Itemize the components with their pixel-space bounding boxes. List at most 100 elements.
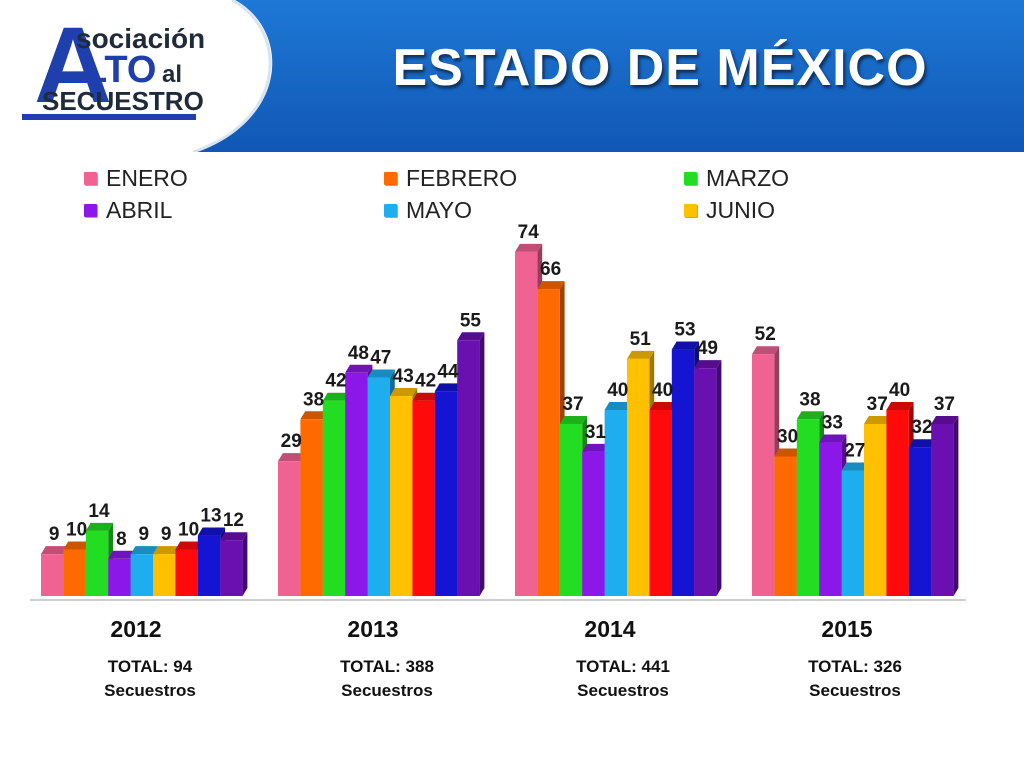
bar-top xyxy=(649,402,677,410)
data-label: 53 xyxy=(674,320,695,341)
data-label: 49 xyxy=(697,338,718,359)
bar-top xyxy=(322,392,350,401)
data-label: 55 xyxy=(460,310,482,331)
bar-top xyxy=(908,439,936,448)
year-label: 2012 xyxy=(110,616,162,642)
header-band: A sociación LTO al SECUESTRO ESTADO DE M… xyxy=(0,0,1024,154)
bar-front xyxy=(774,456,797,596)
logo-underline xyxy=(22,114,196,120)
bar-top xyxy=(457,332,485,341)
data-label: 27 xyxy=(844,440,865,461)
bar-top xyxy=(841,462,869,471)
logo-line2: LTO xyxy=(84,49,156,91)
data-label: 10 xyxy=(178,520,199,541)
bar-top xyxy=(108,550,136,559)
legend-label: FEBRERO xyxy=(406,164,518,191)
bar-front xyxy=(886,410,909,596)
bar-top xyxy=(559,415,587,424)
year-label: 2013 xyxy=(347,616,399,642)
legend-label: ABRIL xyxy=(106,196,173,223)
bar-front xyxy=(559,423,583,596)
bar-front xyxy=(367,377,390,596)
bar-front xyxy=(627,358,650,596)
bar-front xyxy=(412,400,435,596)
bar-front xyxy=(694,368,717,596)
bar-top xyxy=(796,411,824,420)
bar-top xyxy=(220,532,248,541)
bar-top xyxy=(537,281,565,290)
bar-front xyxy=(345,372,368,596)
total-unit: Secuestros xyxy=(341,681,433,700)
bar-front xyxy=(153,554,176,596)
chart-legend: ENERO FEBRERO MARZO ABRIL MAYO JUNIO xyxy=(84,164,964,230)
data-label: 37 xyxy=(934,394,955,415)
bar-top xyxy=(434,383,462,392)
data-label: 10 xyxy=(66,520,87,541)
logo: A sociación LTO al SECUESTRO xyxy=(14,4,214,126)
legend-item: ABRIL xyxy=(84,196,172,224)
year-total: TOTAL: 94 Secuestros xyxy=(60,655,240,703)
year-total: TOTAL: 326 Secuestros xyxy=(765,655,945,703)
bar-top xyxy=(582,443,610,452)
logo-line2b: al xyxy=(162,61,182,88)
data-label: 9 xyxy=(49,524,60,545)
bar-top xyxy=(931,415,959,424)
bar-front xyxy=(175,549,198,596)
bar-top xyxy=(175,541,203,550)
data-label: 37 xyxy=(867,394,888,415)
data-label: 12 xyxy=(223,510,244,531)
bar-top xyxy=(367,369,395,378)
bar-front xyxy=(434,391,458,596)
bar-top xyxy=(752,346,780,355)
data-label: 44 xyxy=(437,361,459,382)
bar-front xyxy=(752,354,775,596)
legend-swatch xyxy=(84,171,97,185)
bar-top xyxy=(774,448,802,457)
legend-swatch xyxy=(84,203,97,217)
total-unit: Secuestros xyxy=(577,681,669,700)
legend-label: MARZO xyxy=(706,164,790,191)
bar-top xyxy=(197,527,225,536)
bar-front xyxy=(300,419,323,596)
total-count: TOTAL: 441 xyxy=(576,657,670,676)
data-label: 30 xyxy=(777,427,798,448)
bar xyxy=(931,415,959,596)
bar-top xyxy=(604,402,632,410)
bar-front xyxy=(671,349,695,596)
bar-side xyxy=(242,532,248,596)
logo-letter-a: A xyxy=(34,6,112,125)
bar-front xyxy=(537,289,560,596)
legend-label: MAYO xyxy=(406,196,473,223)
bar-front xyxy=(197,535,221,596)
bar-side xyxy=(479,332,485,596)
page-title: ESTADO DE MÉXICO xyxy=(392,39,928,97)
data-label: 14 xyxy=(88,501,110,522)
bar-top xyxy=(627,350,655,359)
data-label: 47 xyxy=(370,347,391,368)
data-label: 74 xyxy=(518,222,540,243)
year-total: TOTAL: 388 Secuestros xyxy=(297,655,477,703)
data-label: 42 xyxy=(325,371,346,392)
data-label: 40 xyxy=(607,380,628,401)
data-label: 31 xyxy=(585,422,607,443)
legend-item: MARZO xyxy=(684,164,789,192)
year-label: 2015 xyxy=(821,616,873,642)
bar-top xyxy=(345,364,373,373)
data-label: 48 xyxy=(348,343,369,364)
bar-front xyxy=(85,530,109,596)
bar-top xyxy=(515,243,543,252)
bar-front xyxy=(130,554,153,596)
bar-top xyxy=(390,388,418,397)
bar-front xyxy=(390,396,413,596)
data-label: 32 xyxy=(911,417,932,438)
bar-front xyxy=(604,410,627,596)
bar-front xyxy=(649,410,672,596)
data-label: 33 xyxy=(822,413,843,434)
data-label: 9 xyxy=(139,524,150,545)
legend-swatch xyxy=(684,171,697,185)
data-label: 9 xyxy=(161,524,172,545)
legend-item: FEBRERO xyxy=(384,164,517,192)
legend-label: ENERO xyxy=(106,164,188,191)
data-label: 13 xyxy=(200,506,221,527)
total-unit: Secuestros xyxy=(809,681,901,700)
